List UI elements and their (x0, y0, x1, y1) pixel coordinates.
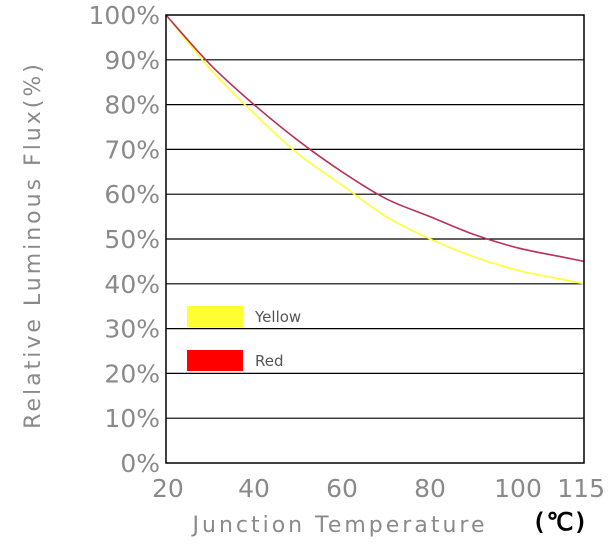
series-lines (165, 14, 585, 285)
plot-frame (165, 14, 585, 464)
x-tick-label: 60 (326, 474, 358, 503)
legend-label: Red (255, 352, 284, 370)
y-tick-label: 20% (104, 359, 160, 388)
legend-label: Yellow (254, 308, 301, 326)
x-axis-unit: (℃) (532, 508, 588, 536)
y-tick-label: 100% (89, 1, 160, 30)
y-tick-label: 0% (120, 449, 160, 478)
x-tick-label: 100 (494, 474, 542, 503)
x-tick-labels: 20 40 60 80 100 115 (152, 474, 605, 503)
y-tick-labels: 0% 10% 20% 30% 40% 50% 60% 70% 80% 90% 100% (89, 1, 160, 478)
series-line-yellow (165, 14, 585, 285)
legend-swatch-yellow (187, 306, 243, 327)
x-tick-label: 115 (557, 474, 605, 503)
x-axis-title: Junction Temperature (191, 513, 488, 538)
y-tick-label: 60% (104, 180, 160, 209)
x-tick-label: 40 (238, 474, 270, 503)
series-line-red (165, 14, 585, 263)
y-tick-label: 90% (104, 46, 160, 75)
y-tick-label: 10% (104, 404, 160, 433)
x-tick-label: 20 (152, 474, 184, 503)
legend: Yellow Red (187, 306, 301, 371)
y-tick-label: 30% (104, 315, 160, 344)
y-tick-label: 40% (104, 270, 160, 299)
y-axis-title: Relative Luminous Flux(%) (21, 61, 46, 429)
y-tick-label: 50% (104, 225, 160, 254)
legend-swatch-red (187, 350, 243, 371)
x-tick-label: 80 (414, 474, 446, 503)
y-tick-label: 80% (104, 91, 160, 120)
grid (166, 59, 584, 419)
y-tick-label: 70% (104, 135, 160, 164)
